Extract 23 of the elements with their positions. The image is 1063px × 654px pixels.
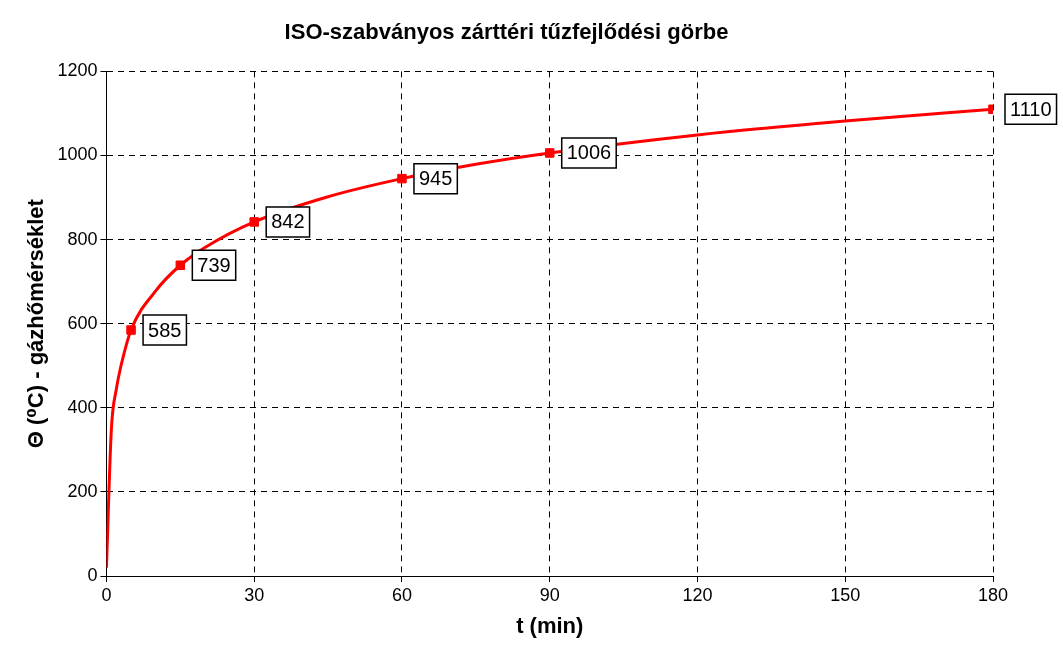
x-tick-label: 150 — [830, 584, 861, 605]
data-label: 1006 — [566, 141, 612, 164]
chart-title: ISO-szabványos zárttéri tűzfejlődési görbe — [284, 19, 729, 45]
data-label: 842 — [271, 210, 305, 233]
y-tick-label: 800 — [67, 228, 98, 249]
y-tick-label: 1000 — [57, 144, 98, 165]
x-tick-label: 0 — [101, 584, 112, 605]
x-axis-title: t (min) — [516, 612, 584, 638]
x-tick-label: 60 — [391, 584, 412, 605]
x-tick-label: 30 — [244, 584, 265, 605]
x-tick-label: 180 — [977, 584, 1009, 605]
y-axis-title: Θ (⁰C) - gázhőmérséklet — [23, 198, 49, 449]
data-label: 585 — [148, 318, 182, 341]
x-tick-label: 90 — [539, 584, 560, 605]
data-label: 739 — [197, 253, 231, 276]
data-label: 945 — [418, 167, 453, 190]
x-tick-label: 120 — [682, 584, 713, 605]
data-label: 1110 — [1010, 97, 1052, 120]
y-tick-label: 200 — [67, 480, 98, 501]
y-tick-label: 600 — [67, 312, 98, 333]
y-tick-label: 0 — [87, 564, 98, 585]
y-tick-label: 400 — [67, 396, 98, 417]
y-tick-label: 1200 — [57, 60, 98, 81]
